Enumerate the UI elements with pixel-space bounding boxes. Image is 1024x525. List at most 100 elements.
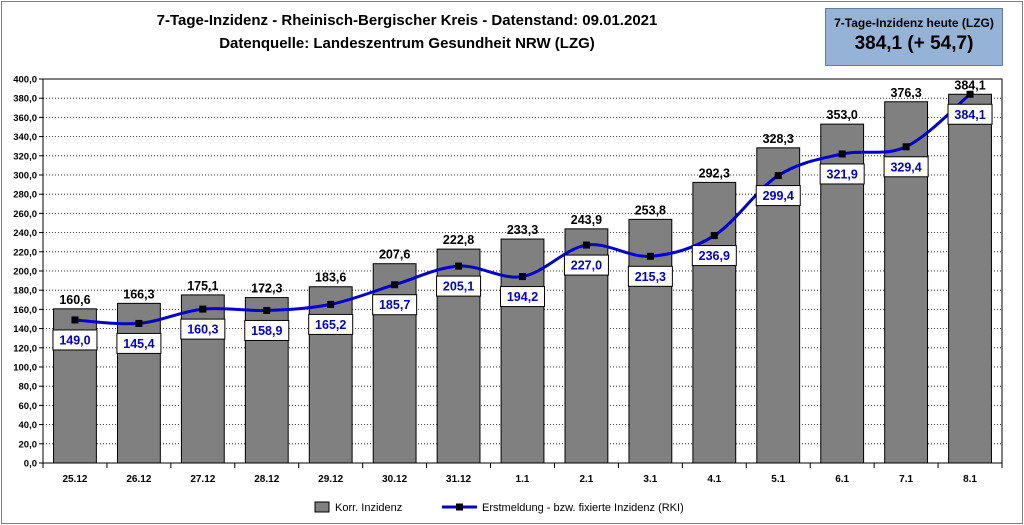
x-tick-label: 2.1: [579, 474, 593, 485]
bar-value-label: 253,8: [635, 203, 666, 217]
bar: [948, 93, 992, 464]
rki-value-box: [52, 329, 98, 351]
bar-value-label: 175,1: [187, 279, 218, 293]
x-tick-label: 26.12: [126, 474, 151, 485]
x-tick-label: 7.1: [899, 474, 913, 485]
rki-point: [199, 305, 207, 313]
rki-point: [327, 300, 335, 308]
bar-value-label: 376,3: [890, 86, 921, 100]
rki-point: [966, 90, 974, 98]
rki-point: [774, 172, 782, 180]
rki-value-label: 215,3: [635, 270, 666, 284]
x-tick-label: 3.1: [643, 474, 657, 485]
rki-value-label: 149,0: [59, 333, 90, 347]
bar: [372, 263, 417, 464]
y-tick-label: 100,0: [13, 363, 37, 374]
legend-line-marker: [456, 503, 463, 511]
x-tick-label: 6.1: [835, 474, 849, 485]
y-tick-label: 360,0: [13, 113, 37, 124]
rki-value-box: [116, 332, 162, 354]
bar: [308, 286, 353, 464]
x-tick-label: 5.1: [771, 474, 785, 485]
y-tick-label: 180,0: [13, 286, 37, 297]
bar-value-label: 166,3: [123, 287, 154, 301]
bar-value-label: 233,3: [507, 223, 538, 237]
legend-bar-label: Korr. Inzidenz: [335, 502, 402, 514]
y-tick-label: 320,0: [13, 151, 37, 162]
x-tick-label: 31.12: [446, 474, 471, 485]
rki-value-label: 160,3: [187, 323, 218, 337]
rki-value-label: 158,9: [251, 324, 282, 338]
rki-value-label: 236,9: [699, 249, 730, 263]
legend-bar-swatch: [314, 501, 330, 513]
rki-value-box: [308, 313, 354, 335]
bar-value-label: 384,1: [954, 78, 985, 92]
y-tick-label: 240,0: [13, 228, 37, 239]
rki-point: [646, 252, 654, 260]
incidence-today-value: 384,1 (+ 54,7): [854, 33, 974, 54]
y-tick-label: 220,0: [13, 247, 37, 258]
x-tick-label: 28.12: [254, 474, 279, 485]
x-tick-label: 30.12: [382, 474, 407, 485]
y-tick-label: 260,0: [13, 209, 37, 220]
rki-value-label: 185,7: [379, 298, 410, 312]
y-tick-label: 80,0: [19, 382, 38, 393]
rki-value-box: [372, 294, 418, 316]
rki-value-label: 329,4: [890, 160, 921, 174]
bar-value-label: 328,3: [763, 132, 794, 146]
bar-value-label: 222,8: [443, 233, 474, 247]
x-tick-label: 25.12: [62, 474, 87, 485]
rki-point: [391, 281, 399, 289]
rki-value-box: [691, 245, 737, 267]
bar: [692, 181, 737, 464]
rki-value-label: 165,2: [315, 318, 346, 332]
y-tick-label: 0,0: [24, 459, 37, 470]
rki-value-box: [883, 156, 929, 178]
rki-value-label: 227,0: [571, 259, 602, 273]
rki-value-box: [436, 275, 482, 297]
bar-value-label: 160,6: [59, 293, 90, 307]
y-tick-label: 380,0: [13, 94, 37, 105]
bar-value-label: 353,0: [827, 108, 858, 122]
rki-point: [455, 262, 463, 270]
rki-point: [838, 150, 846, 158]
legend-line-label: Erstmeldung - bzw. fixierte Inzidenz (RK…: [482, 502, 684, 514]
bar: [116, 302, 161, 464]
bar-value-label: 172,3: [251, 282, 282, 296]
incidence-today-label: 7-Tage-Inzidenz heute (LZG): [834, 16, 994, 30]
rki-point: [519, 273, 526, 281]
rki-value-label: 384,1: [954, 108, 985, 122]
rki-point: [135, 319, 143, 327]
rki-value-box: [627, 265, 673, 287]
x-tick-label: 27.12: [190, 474, 215, 485]
incidence-today-box: 7-Tage-Inzidenz heute (LZG) 384,1 (+ 54,…: [825, 8, 1003, 66]
y-tick-label: 60,0: [19, 401, 38, 412]
rki-value-box: [244, 319, 290, 341]
rki-value-box: [819, 163, 865, 185]
rki-point: [71, 316, 79, 324]
x-tick-label: 8.1: [963, 474, 977, 485]
rki-point: [902, 143, 910, 151]
bar-value-label: 292,3: [699, 166, 730, 180]
y-tick-label: 40,0: [19, 420, 38, 431]
y-tick-label: 280,0: [13, 190, 37, 201]
rki-value-box: [180, 318, 226, 340]
x-tick-label: 1.1: [516, 474, 530, 485]
rki-value-box: [563, 254, 609, 276]
chart-subtitle: Datenquelle: Landeszentrum Gesundheit NR…: [219, 35, 595, 52]
rki-point: [582, 241, 590, 249]
y-tick-label: 200,0: [13, 267, 37, 278]
rki-value-box: [947, 103, 993, 125]
x-tick-label: 4.1: [707, 474, 721, 485]
rki-point: [710, 232, 718, 240]
bar-value-label: 243,9: [571, 213, 602, 227]
bar-value-label: 207,6: [379, 248, 410, 262]
bar: [884, 101, 929, 464]
rki-value-box: [500, 286, 545, 308]
rki-value-label: 145,4: [123, 337, 154, 351]
y-tick-label: 300,0: [13, 171, 37, 182]
y-tick-label: 400,0: [13, 75, 37, 86]
rki-value-box: [755, 185, 801, 207]
rki-value-label: 194,2: [507, 290, 538, 304]
bar: [628, 218, 673, 464]
